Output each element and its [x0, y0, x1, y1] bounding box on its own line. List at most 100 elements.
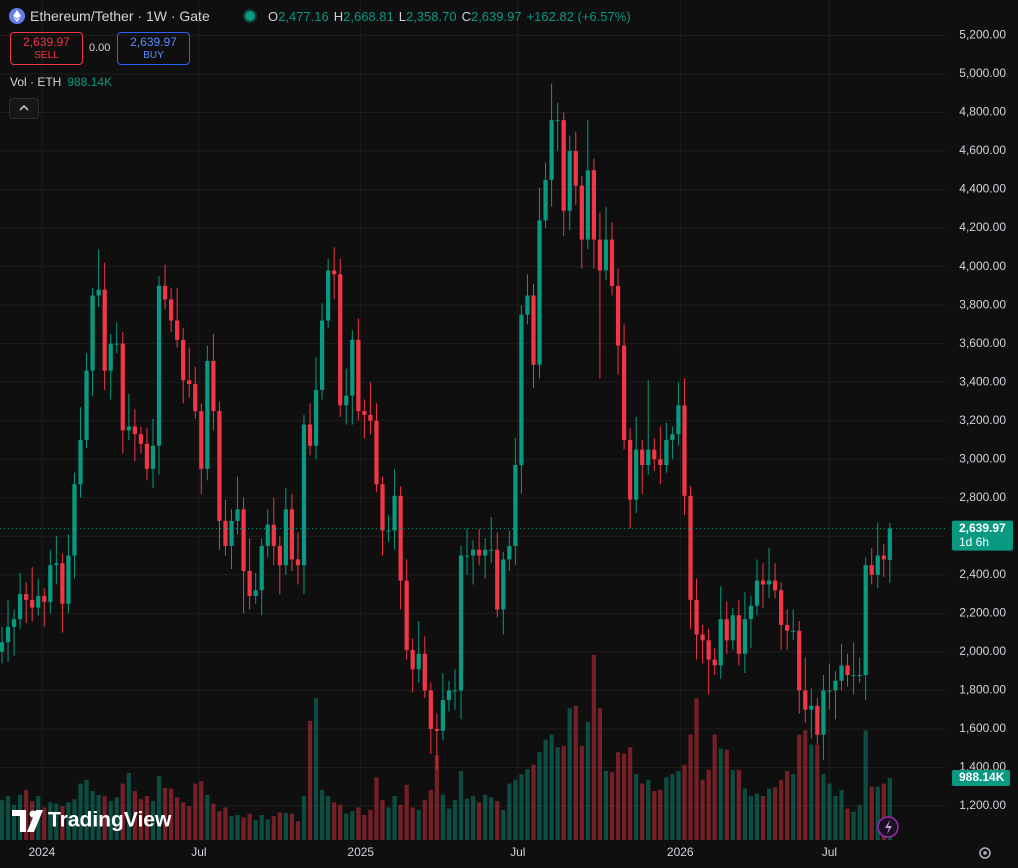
- candle-body: [42, 596, 47, 602]
- volume-bar: [410, 807, 415, 840]
- symbol-title[interactable]: Ethereum/Tether · 1W · Gate: [30, 8, 210, 24]
- buy-label[interactable]: BUY: [143, 50, 164, 61]
- candle-body: [301, 424, 307, 566]
- volume-bar: [470, 796, 476, 840]
- y-tick-label: 2,400.00: [959, 567, 1006, 581]
- y-tick-label: 3,800.00: [959, 297, 1006, 311]
- volume-bar: [857, 804, 862, 840]
- volume-bar: [676, 771, 681, 840]
- ohlc-key: O: [268, 9, 279, 24]
- volume-bar: [591, 655, 596, 840]
- volume-bar: [531, 764, 536, 840]
- candle-body: [779, 590, 784, 625]
- volume-bar: [809, 744, 814, 840]
- volume-bar: [730, 769, 735, 840]
- candle-body: [428, 690, 433, 729]
- volume-bar: [785, 771, 790, 840]
- volume-bar: [501, 809, 506, 840]
- volume-bar: [748, 796, 754, 840]
- volume-bar: [597, 708, 603, 840]
- chevron-icon[interactable]: [10, 99, 38, 118]
- buy-button[interactable]: 2,639.97 BUY: [117, 32, 190, 65]
- candle-body: [748, 605, 754, 620]
- candle-body: [386, 530, 391, 532]
- candle-body: [772, 580, 778, 591]
- volume-legend: Vol · ETH 988.14K: [10, 75, 112, 89]
- candle-body: [253, 590, 258, 597]
- candle-body: [60, 563, 65, 604]
- sell-price[interactable]: 2,639.97: [23, 35, 70, 49]
- volume-bar: [380, 799, 385, 840]
- volume-bar: [301, 796, 307, 840]
- settings-icon[interactable]: [979, 847, 991, 859]
- volume-bar: [102, 796, 107, 840]
- volume-bar: [615, 752, 621, 840]
- ohlc-key: L: [398, 9, 406, 24]
- lightning-button[interactable]: [877, 816, 899, 838]
- volume-bar: [168, 788, 174, 840]
- candle-body: [181, 339, 186, 381]
- y-tick-label: 3,600.00: [959, 336, 1006, 350]
- candle-body: [736, 615, 741, 654]
- candle-body: [815, 705, 820, 735]
- volume-bar: [356, 807, 361, 840]
- volume-bar: [368, 809, 373, 840]
- volume-bar: [863, 730, 868, 840]
- chevron[interactable]: [19, 104, 29, 111]
- candle-body: [265, 524, 270, 546]
- volume-bar: [477, 802, 482, 840]
- axis-layer: 1,200.001,400.001,600.001,800.002,000.00…: [29, 28, 1013, 859]
- candle-body: [628, 439, 633, 500]
- candle-body: [670, 434, 675, 440]
- volume-bar: [489, 797, 494, 840]
- volume-bar: [791, 774, 796, 840]
- candle-body: [875, 555, 880, 575]
- candle-body: [54, 563, 59, 566]
- candle-body: [162, 285, 168, 300]
- candle-body: [108, 343, 113, 371]
- volume-bar: [235, 814, 240, 840]
- settings-icon-center[interactable]: [983, 851, 987, 855]
- candle-body: [652, 449, 657, 460]
- candle-body: [706, 640, 711, 660]
- volume-bar: [187, 806, 192, 840]
- candle-body: [5, 626, 11, 643]
- volume-bar: [718, 748, 723, 840]
- y-tick-label: 4,000.00: [959, 259, 1006, 273]
- sell-label[interactable]: SELL: [34, 50, 59, 61]
- collapse-button[interactable]: [9, 98, 39, 119]
- candle-body: [531, 295, 536, 365]
- candle-body: [126, 426, 131, 431]
- buy-price[interactable]: 2,639.97: [130, 35, 177, 49]
- volume-bar: [881, 783, 886, 840]
- volume-bar: [374, 777, 379, 840]
- volume-bar: [724, 749, 729, 840]
- grid: [0, 0, 946, 840]
- volume-bar: [658, 789, 663, 840]
- candle-body: [410, 649, 415, 670]
- volume-bar: [193, 783, 198, 840]
- candle-body: [30, 599, 35, 608]
- ohlc-value: 2,639.97: [470, 9, 522, 24]
- candle-body: [144, 443, 150, 469]
- volume-bar: [742, 788, 747, 840]
- sell-button[interactable]: 2,639.97 SELL: [10, 32, 83, 65]
- settings-button[interactable]: [979, 847, 991, 859]
- volume-bar: [24, 789, 29, 840]
- candle-body: [845, 665, 850, 675]
- volume-bar: [561, 745, 566, 840]
- volume-bar: [404, 784, 409, 840]
- candle-layer: [0, 83, 946, 770]
- candle-body: [138, 434, 144, 444]
- volume-bar: [555, 747, 560, 840]
- volume-bar: [90, 791, 95, 840]
- symbol-icon: [9, 8, 25, 24]
- lightning-icon[interactable]: [885, 820, 892, 834]
- volume-bar: [682, 764, 687, 840]
- candle-body: [223, 520, 228, 546]
- volume-bar: [277, 812, 282, 840]
- volume-bar: [338, 804, 343, 840]
- volume-bar: [259, 814, 264, 840]
- candle-body: [797, 630, 802, 691]
- candle-body: [833, 680, 838, 691]
